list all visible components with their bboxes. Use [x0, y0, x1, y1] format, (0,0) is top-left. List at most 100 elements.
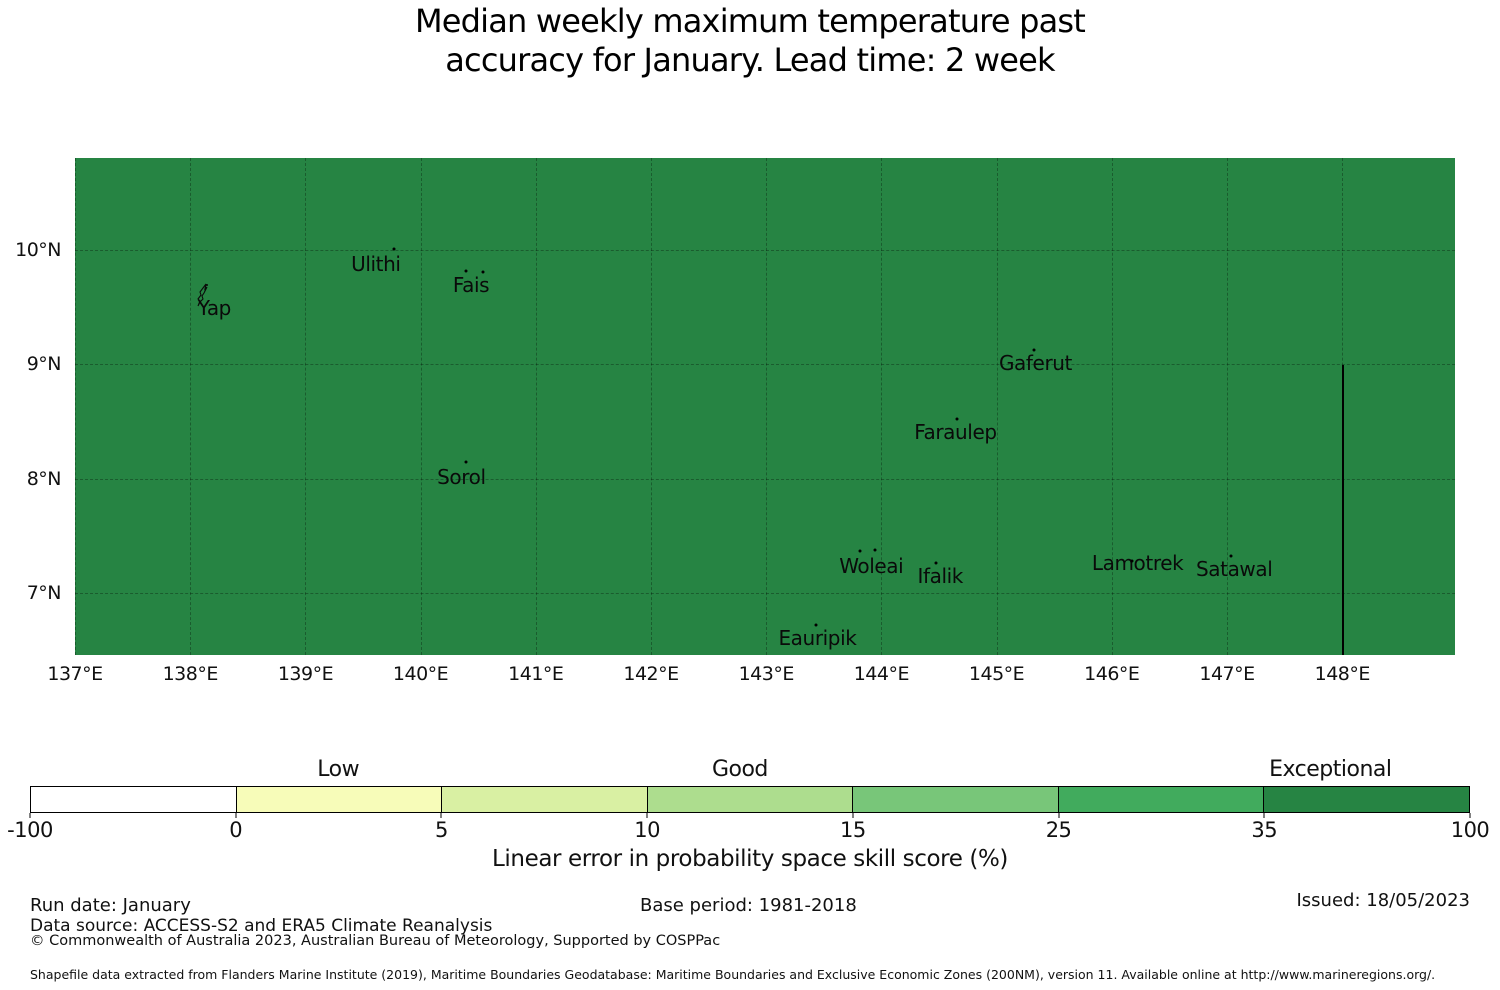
colorbar-tick-marks	[29, 813, 1471, 818]
gridline-vertical	[651, 158, 652, 655]
island-label-satawal: Satawal	[1195, 557, 1273, 582]
map-area: Yap Ulithi Fais Gaferut Faraulep Sorol Woleai I…	[75, 158, 1455, 655]
footer-shapefile-note: Shapefile data extracted from Flanders M…	[30, 967, 1436, 982]
colorbar-segment	[235, 787, 442, 812]
colorbar-segment	[31, 787, 236, 812]
gridline-vertical	[1111, 158, 1113, 655]
gridline-horizontal	[75, 592, 1455, 594]
colorbar-tick-label: -100	[7, 818, 53, 842]
colorbar-segment	[1263, 787, 1470, 812]
colorbar-tick-label: 10	[634, 818, 661, 842]
island-marker-dot	[1229, 554, 1233, 558]
colorbar-category-low: Low	[317, 757, 360, 782]
colorbar-axis-label: Linear error in probability space skill …	[492, 846, 1008, 872]
colorbar-tick-label: 25	[1045, 818, 1072, 842]
colorbar-tick-mark	[646, 813, 648, 818]
island-label-sorol: Sorol	[437, 465, 486, 490]
island-label-woleai: Woleai	[839, 554, 904, 579]
island-label-yap: Yap	[197, 296, 232, 321]
gridline-vertical	[881, 158, 883, 655]
gridline-vertical	[996, 158, 998, 655]
island-label-fais: Fais	[452, 273, 490, 298]
colorbar-tick-mark	[440, 813, 442, 818]
island-label-ulithi: Ulithi	[351, 251, 401, 276]
island-marker-dot	[858, 549, 862, 553]
maritime-boundary-line	[1342, 364, 1345, 655]
x-tick-label: 143°E	[738, 663, 795, 685]
colorbar-segment	[1057, 787, 1264, 812]
colorbar-tick-label: 15	[839, 818, 866, 842]
x-axis: 137°E 138°E 139°E 140°E 141°E 142°E 143°E 144°E…	[47, 661, 1455, 691]
gridline-vertical	[766, 158, 768, 655]
x-tick-label: 147°E	[1199, 663, 1255, 685]
gridline-vertical	[305, 158, 307, 655]
y-tick-label: 7°N	[26, 581, 62, 604]
footer-run-date: Run date: January	[30, 895, 191, 916]
x-tick-label: 142°E	[623, 663, 679, 685]
island-marker-dot	[955, 417, 959, 421]
x-tick-label: 145°E	[968, 663, 1025, 685]
colorbar-tick-mark	[852, 813, 854, 818]
footer-issued: Issued: 18/05/2023	[1296, 890, 1470, 911]
colorbar	[30, 786, 1470, 813]
colorbar-segment	[852, 787, 1058, 812]
colorbar-tick-mark	[235, 813, 237, 818]
island-label-eauripik: Eauripik	[778, 626, 857, 651]
x-tick-label: 138°E	[162, 663, 219, 685]
gridline-vertical	[190, 158, 192, 655]
gridline-vertical	[420, 158, 422, 655]
y-tick-label: 9°N	[26, 353, 62, 376]
colorbar-tick-label: 0	[229, 818, 243, 842]
island-marker-dot	[464, 269, 468, 273]
colorbar-segment	[441, 787, 647, 812]
island-marker-dot	[873, 548, 877, 552]
island-marker-dot	[464, 460, 468, 464]
x-tick-label: 137°E	[47, 663, 103, 685]
colorbar-tick-labels: -100 0 5 10 15 25 35 100	[7, 818, 1490, 844]
island-marker-dot	[934, 561, 938, 565]
yap-island-shape	[197, 283, 209, 307]
island-marker-dot	[814, 623, 818, 627]
colorbar-segment	[646, 787, 853, 812]
gridline-horizontal	[75, 364, 1455, 366]
footer-base-period: Base period: 1981-2018	[640, 895, 857, 916]
gridline-vertical	[535, 158, 537, 655]
x-tick-label: 144°E	[853, 663, 910, 685]
island-marker-dot	[1032, 348, 1036, 352]
chart-title-line2: accuracy for January. Lead time: 2 week	[445, 41, 1055, 79]
colorbar-category-exceptional: Exceptional	[1269, 757, 1392, 782]
island-label-ifalik: Ifalik	[917, 563, 964, 588]
colorbar-tick-label: 100	[1450, 818, 1490, 842]
gridline-horizontal	[75, 479, 1455, 481]
y-tick-label: 10°N	[15, 238, 61, 261]
island-marker-dot	[1130, 559, 1134, 563]
footer-copyright: © Commonwealth of Australia 2023, Austra…	[30, 933, 721, 949]
x-tick-label: 139°E	[277, 663, 334, 685]
island-marker-dot	[392, 247, 396, 251]
colorbar-category-labels: Low Good Exceptional	[30, 757, 1470, 785]
colorbar-tick-label: 5	[434, 818, 448, 842]
colorbar-tick-mark	[1263, 813, 1265, 818]
island-label-lamotrek: Lamotrek	[1091, 551, 1184, 576]
y-tick-label: 8°N	[26, 468, 62, 491]
x-tick-label: 140°E	[392, 663, 449, 685]
x-tick-label: 148°E	[1314, 663, 1371, 685]
island-label-faraulep: Faraulep	[914, 419, 997, 444]
island-label-gaferut: Gaferut	[998, 350, 1072, 375]
y-axis: 10°N 9°N 8°N 7°N	[0, 158, 67, 655]
colorbar-tick-label: 35	[1251, 818, 1278, 842]
colorbar-category-good: Good	[711, 757, 768, 782]
colorbar-tick-mark	[1469, 813, 1471, 818]
x-tick-label: 141°E	[508, 663, 564, 685]
island-marker-dot	[481, 270, 485, 274]
gridline-vertical	[1227, 158, 1229, 655]
colorbar-tick-mark	[1058, 813, 1060, 818]
chart-title: Median weekly maximum temperature past a…	[0, 2, 1500, 80]
x-tick-label: 146°E	[1084, 663, 1140, 685]
chart-title-line1: Median weekly maximum temperature past	[414, 2, 1086, 40]
colorbar-tick-mark	[29, 813, 31, 818]
footer-data-source: Data source: ACCESS-S2 and ERA5 Climate …	[30, 916, 493, 936]
gridline-horizontal	[75, 249, 1455, 251]
gridline-vertical	[75, 158, 76, 655]
